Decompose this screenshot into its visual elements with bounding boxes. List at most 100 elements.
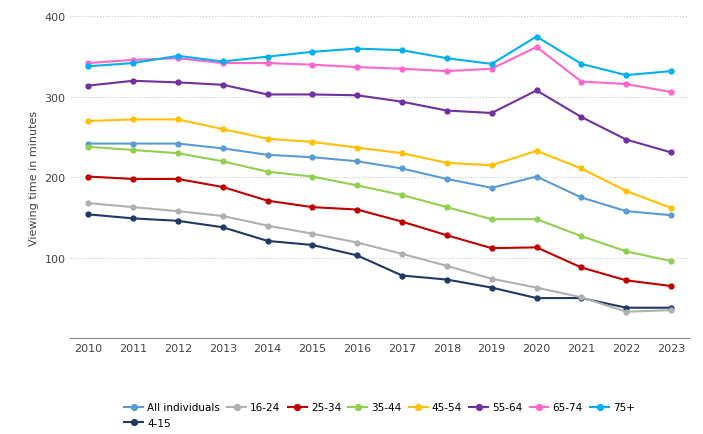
45-54 bbox=[264, 137, 272, 142]
35-44 bbox=[487, 217, 496, 222]
25-34 bbox=[443, 233, 451, 238]
Line: 45-54: 45-54 bbox=[86, 118, 673, 211]
All individuals bbox=[487, 186, 496, 191]
45-54 bbox=[487, 163, 496, 168]
Legend: All individuals, 4-15, 16-24, 25-34, 35-44, 45-54, 55-64, 65-74, 75+: All individuals, 4-15, 16-24, 25-34, 35-… bbox=[120, 398, 639, 432]
4-15 bbox=[219, 225, 227, 230]
65-74 bbox=[622, 82, 631, 87]
4-15 bbox=[84, 212, 93, 217]
All individuals bbox=[577, 195, 586, 201]
35-44 bbox=[532, 217, 541, 222]
45-54 bbox=[532, 149, 541, 154]
4-15 bbox=[532, 296, 541, 301]
Line: 65-74: 65-74 bbox=[86, 46, 673, 95]
4-15 bbox=[264, 239, 272, 244]
35-44 bbox=[443, 205, 451, 210]
75+ bbox=[84, 65, 93, 70]
25-34 bbox=[487, 246, 496, 251]
4-15 bbox=[487, 285, 496, 290]
75+ bbox=[129, 61, 137, 66]
16-24 bbox=[353, 240, 361, 246]
16-24 bbox=[84, 201, 93, 206]
75+ bbox=[532, 35, 541, 40]
35-44 bbox=[398, 193, 406, 198]
35-44 bbox=[174, 151, 182, 156]
35-44 bbox=[308, 174, 316, 180]
65-74 bbox=[666, 90, 675, 95]
Line: 16-24: 16-24 bbox=[86, 201, 673, 315]
65-74 bbox=[129, 58, 137, 63]
16-24 bbox=[264, 224, 272, 229]
25-34 bbox=[308, 205, 316, 210]
45-54 bbox=[174, 118, 182, 123]
Line: 25-34: 25-34 bbox=[86, 175, 673, 289]
75+ bbox=[622, 73, 631, 79]
45-54 bbox=[398, 151, 406, 156]
55-64 bbox=[666, 151, 675, 156]
4-15 bbox=[443, 277, 451, 283]
25-34 bbox=[666, 284, 675, 289]
All individuals bbox=[264, 153, 272, 158]
4-15 bbox=[129, 216, 137, 221]
55-64 bbox=[129, 79, 137, 84]
25-34 bbox=[398, 220, 406, 225]
55-64 bbox=[577, 115, 586, 120]
65-74 bbox=[84, 61, 93, 66]
All individuals bbox=[622, 209, 631, 214]
Line: 4-15: 4-15 bbox=[86, 213, 673, 310]
45-54 bbox=[219, 127, 227, 132]
35-44 bbox=[353, 183, 361, 188]
4-15 bbox=[577, 296, 586, 301]
45-54 bbox=[129, 118, 137, 123]
45-54 bbox=[666, 206, 675, 211]
16-24 bbox=[308, 232, 316, 237]
35-44 bbox=[264, 170, 272, 175]
65-74 bbox=[174, 56, 182, 62]
45-54 bbox=[622, 189, 631, 194]
35-44 bbox=[577, 234, 586, 239]
65-74 bbox=[577, 80, 586, 85]
All individuals bbox=[666, 213, 675, 218]
45-54 bbox=[308, 140, 316, 145]
16-24 bbox=[487, 276, 496, 282]
55-64 bbox=[219, 83, 227, 88]
55-64 bbox=[487, 111, 496, 116]
16-24 bbox=[398, 252, 406, 257]
All individuals bbox=[398, 167, 406, 172]
55-64 bbox=[622, 138, 631, 143]
65-74 bbox=[353, 66, 361, 71]
16-24 bbox=[666, 308, 675, 313]
75+ bbox=[398, 49, 406, 54]
Line: 35-44: 35-44 bbox=[86, 145, 673, 264]
55-64 bbox=[84, 84, 93, 89]
75+ bbox=[443, 56, 451, 62]
16-24 bbox=[174, 209, 182, 214]
75+ bbox=[174, 54, 182, 59]
45-54 bbox=[84, 119, 93, 124]
25-34 bbox=[219, 185, 227, 190]
4-15 bbox=[308, 243, 316, 248]
75+ bbox=[666, 69, 675, 75]
16-24 bbox=[219, 214, 227, 219]
65-74 bbox=[219, 61, 227, 66]
75+ bbox=[577, 62, 586, 67]
All individuals bbox=[219, 146, 227, 151]
16-24 bbox=[622, 309, 631, 315]
25-34 bbox=[174, 177, 182, 182]
65-74 bbox=[487, 67, 496, 72]
55-64 bbox=[308, 92, 316, 98]
35-44 bbox=[666, 259, 675, 264]
Line: All individuals: All individuals bbox=[86, 142, 673, 218]
55-64 bbox=[398, 100, 406, 105]
75+ bbox=[487, 62, 496, 67]
16-24 bbox=[532, 285, 541, 290]
75+ bbox=[219, 60, 227, 65]
All individuals bbox=[308, 155, 316, 161]
25-34 bbox=[353, 207, 361, 213]
4-15 bbox=[622, 306, 631, 311]
25-34 bbox=[264, 199, 272, 204]
Line: 55-64: 55-64 bbox=[86, 79, 673, 155]
75+ bbox=[308, 50, 316, 55]
All individuals bbox=[353, 159, 361, 164]
65-74 bbox=[264, 61, 272, 66]
